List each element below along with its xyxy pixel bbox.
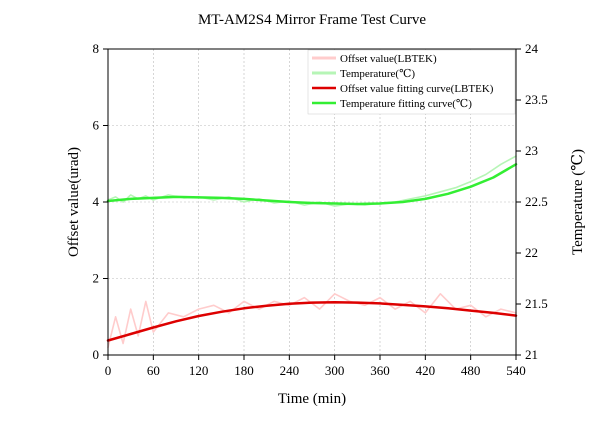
series-line-offset-value-fitting-curve-lbtek (106, 300, 518, 342)
y-left-tick-label: 0 (93, 347, 100, 362)
y-axis-right-title: Temperature (℃) (570, 149, 586, 255)
y-right-tick-label: 21 (525, 347, 538, 362)
y-right-tick-label: 23.5 (525, 92, 548, 107)
x-tick-label: 480 (461, 363, 481, 378)
x-tick-label: 360 (370, 363, 390, 378)
x-tick-label: 240 (280, 363, 300, 378)
y-axis-left-title: Offset value(urad) (66, 147, 82, 257)
x-axis-title: Time (min) (278, 391, 346, 407)
series-line-offset-value-lbtek (107, 292, 517, 349)
legend-label-temperature-raw: Temperature(℃) (340, 68, 415, 80)
y-left-tick-label: 6 (93, 118, 100, 133)
series-line-temperature (107, 155, 517, 207)
x-tick-label: 540 (506, 363, 526, 378)
chart-title: MT-AM2S4 Mirror Frame Test Curve (198, 12, 426, 28)
legend-label-temperature-fit: Temperature fitting curve(℃) (340, 98, 472, 110)
y-right-tick-label: 22 (525, 245, 538, 260)
y-right-tick-label: 23 (525, 143, 538, 158)
series-line-temperature-fitting-curve (106, 163, 518, 206)
y-left-tick-label: 2 (93, 271, 100, 286)
legend-box (307, 49, 516, 115)
y-right-tick-label: 24 (525, 41, 539, 56)
y-left-tick-label: 4 (93, 194, 100, 209)
x-tick-label: 60 (147, 363, 160, 378)
x-tick-label: 0 (105, 363, 112, 378)
series-layer (106, 155, 518, 349)
y-left-tick-label: 8 (93, 41, 100, 56)
x-tick-label: 180 (234, 363, 254, 378)
legend-label-offset-raw: Offset value(LBTEK) (340, 53, 437, 65)
y-right-tick-label: 21.5 (525, 296, 548, 311)
ticks: 0 60 120 180 240 300 360 420 480 540024682121.522… (93, 41, 548, 378)
x-tick-label: 120 (189, 363, 209, 378)
legend-label-offset-fit: Offset value fitting curve(LBTEK) (340, 83, 494, 95)
x-tick-label: 300 (325, 363, 345, 378)
y-right-tick-label: 22.5 (525, 194, 548, 209)
legend: Offset value(LBTEK) Temperature(℃) Offse… (307, 49, 516, 115)
x-tick-label: 420 (416, 363, 436, 378)
